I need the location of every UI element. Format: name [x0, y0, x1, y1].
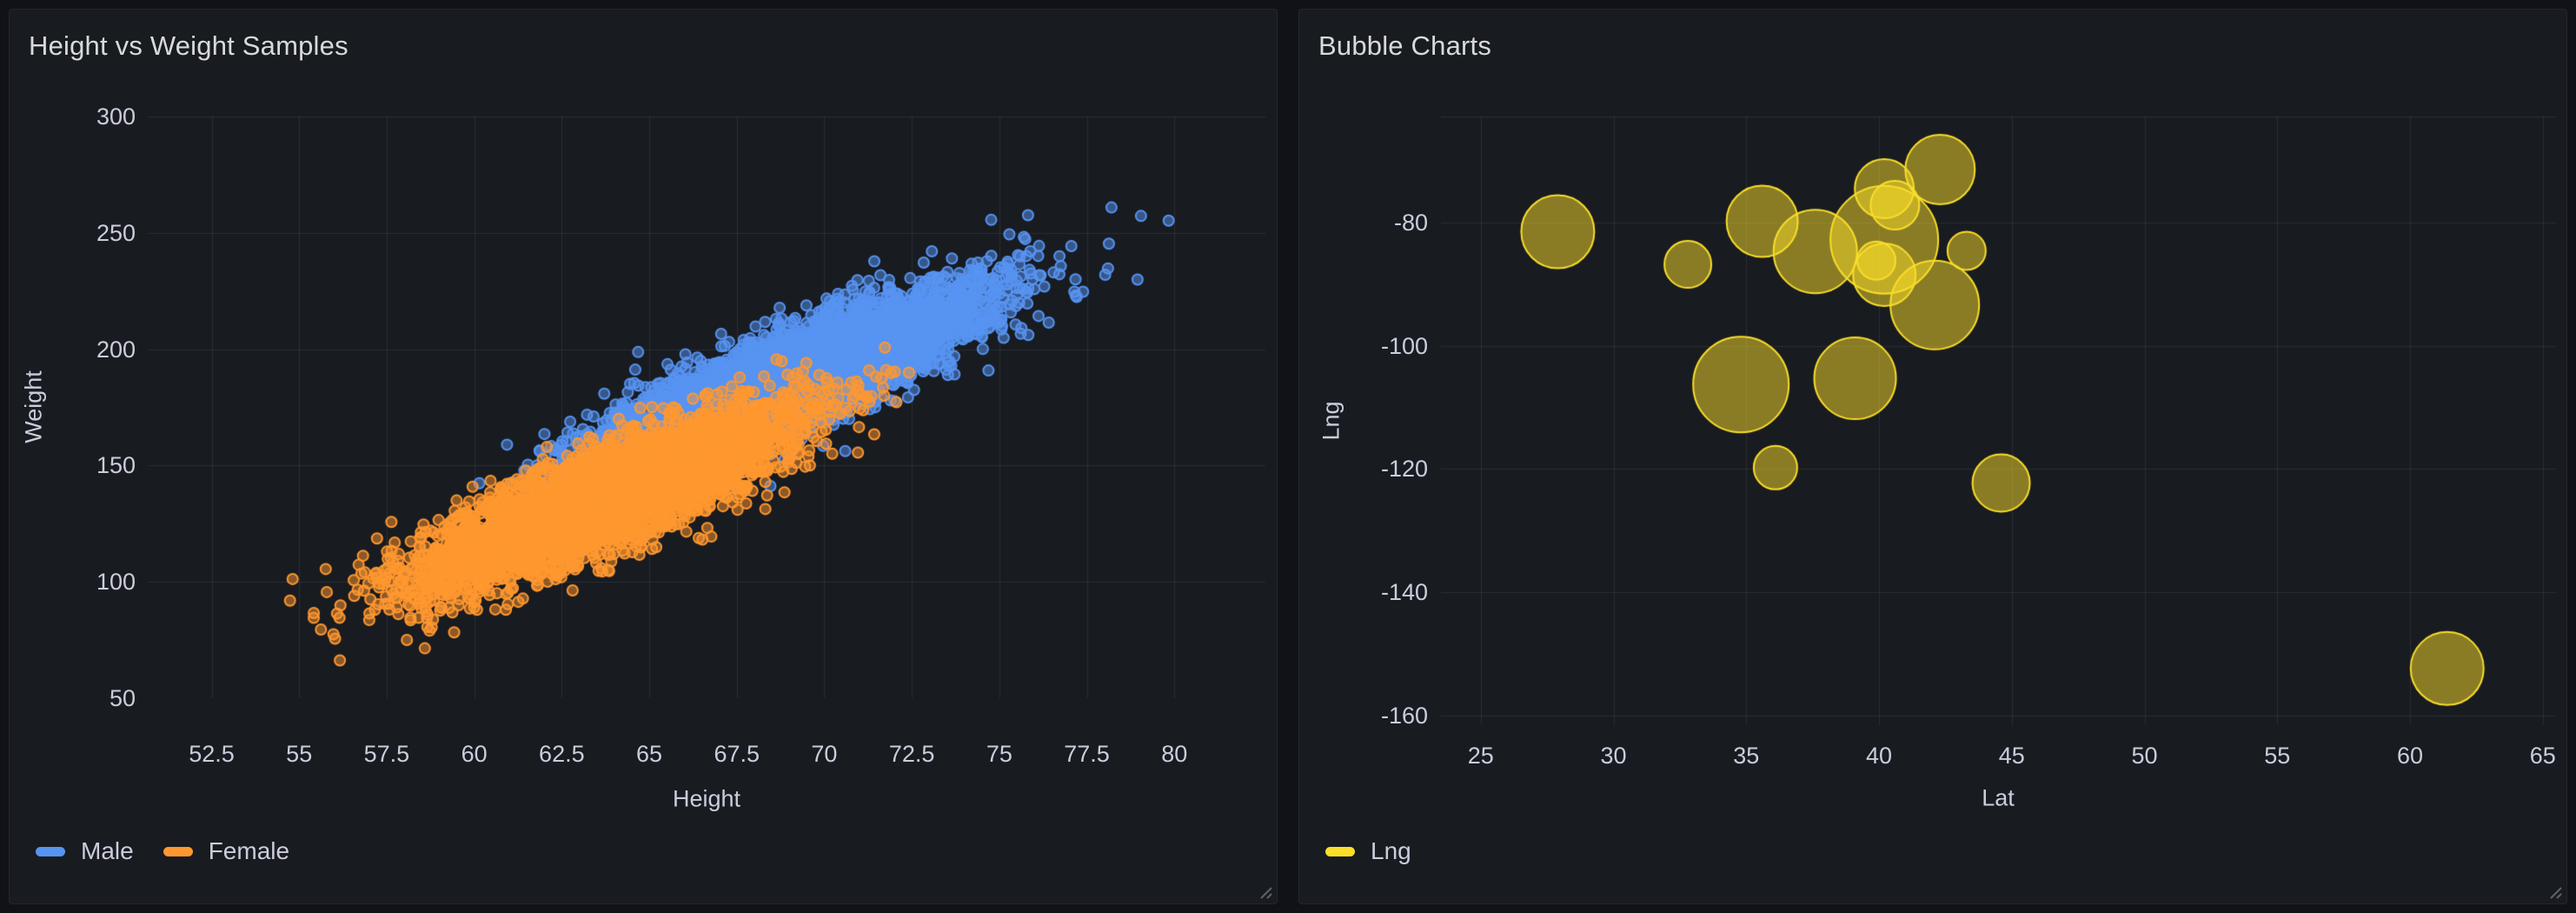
x-tick-label: 65: [636, 741, 663, 767]
legend-series-label: Lng: [1371, 837, 1411, 864]
x-axis-label: Lat: [1982, 784, 2015, 811]
legend-series-label: Female: [208, 837, 290, 864]
panel-resize-handle-icon[interactable]: [2543, 880, 2564, 901]
x-tick-label: 25: [1467, 743, 1494, 769]
panel-resize-handle-icon[interactable]: [1253, 880, 1274, 901]
x-tick-label: 80: [1161, 741, 1188, 767]
y-tick-label: 300: [96, 103, 136, 130]
y-tick-label: 150: [96, 452, 136, 479]
x-tick-label: 65: [2529, 743, 2556, 769]
legend-series-label: Male: [81, 837, 134, 864]
y-axis-label: Weight: [20, 370, 47, 443]
x-tick-label: 70: [811, 741, 838, 767]
legend: Male Female: [36, 837, 289, 865]
x-axis-label: Height: [672, 785, 741, 812]
x-tick-label: 35: [1733, 743, 1760, 769]
y-tick-label: 250: [96, 219, 136, 246]
x-tick-label: 67.5: [714, 741, 760, 767]
bubble-plot-canvas[interactable]: [1441, 117, 2556, 725]
x-tick-label: 60: [2396, 743, 2423, 769]
panel-bubble-charts: Bubble Charts Lat Lng Lng 25 30 35 40 45 50 55…: [1298, 9, 2567, 904]
x-tick-label: 45: [1998, 743, 2025, 769]
x-tick-label: 30: [1600, 743, 1627, 769]
y-tick-label: -80: [1393, 209, 1428, 236]
y-tick-label: -160: [1380, 702, 1428, 729]
legend: Lng: [1325, 837, 1411, 865]
y-tick-label: -120: [1380, 456, 1428, 483]
legend-series-pill-icon: [1325, 846, 1355, 856]
x-tick-label: 75: [986, 741, 1012, 767]
y-tick-label: 50: [109, 685, 136, 711]
x-tick-label: 40: [1866, 743, 1893, 769]
x-tick-label: 60: [461, 741, 488, 767]
x-tick-label: 50: [2131, 743, 2158, 769]
x-tick-label: 55: [286, 741, 313, 767]
y-tick-label: 200: [96, 336, 136, 363]
legend-item[interactable]: Female: [163, 837, 289, 865]
legend-series-pill-icon: [36, 846, 65, 856]
y-tick-label: -140: [1380, 578, 1428, 605]
panel-title[interactable]: Height vs Weight Samples: [29, 30, 349, 61]
x-tick-label: 77.5: [1064, 741, 1110, 767]
x-tick-label: 52.5: [189, 741, 235, 767]
panel-title[interactable]: Bubble Charts: [1318, 30, 1492, 61]
x-tick-label: 55: [2264, 743, 2291, 769]
scatter-plot-canvas[interactable]: [149, 117, 1265, 698]
x-tick-label: 72.5: [888, 741, 935, 767]
legend-series-pill-icon: [163, 846, 193, 856]
x-tick-label: 62.5: [539, 741, 585, 767]
y-tick-label: 100: [96, 569, 136, 596]
x-tick-label: 57.5: [363, 741, 410, 767]
y-axis-label: Lng: [1318, 401, 1344, 441]
panel-height-vs-weight: Height vs Weight Samples Height Weight M…: [9, 9, 1278, 904]
legend-item[interactable]: Male: [36, 837, 134, 865]
y-tick-label: -100: [1380, 332, 1428, 359]
legend-item[interactable]: Lng: [1325, 837, 1411, 865]
